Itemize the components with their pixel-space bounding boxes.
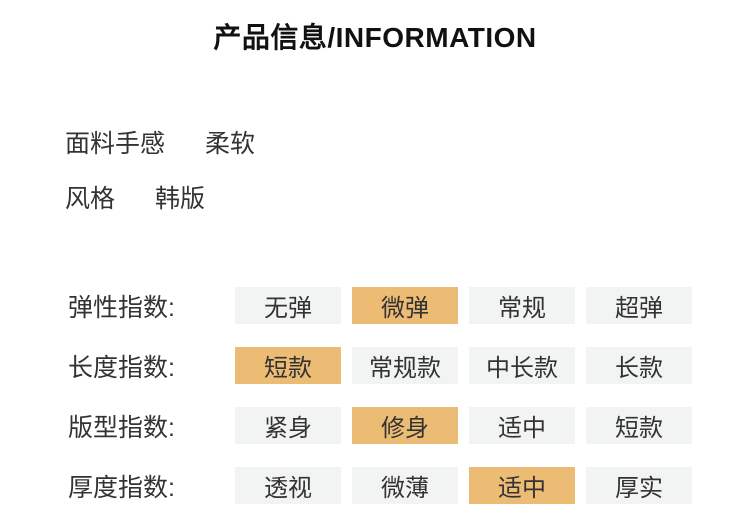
option-cell: 修身 (352, 407, 458, 444)
spec-row-length: 长度指数: 短款 常规款 中长款 长款 (68, 347, 692, 384)
info-line-fabric-feel: 面料手感 柔软 (65, 124, 255, 160)
option-cell: 常规款 (352, 347, 458, 384)
info-line-style: 风格 韩版 (65, 179, 205, 215)
spec-row-label: 厚度指数: (68, 473, 175, 502)
spec-row-label: 弹性指数: (68, 293, 175, 322)
option-cell: 超弹 (586, 287, 692, 324)
page-title: 产品信息/INFORMATION (213, 22, 537, 53)
option-cell: 紧身 (235, 407, 341, 444)
option-cell: 长款 (586, 347, 692, 384)
option-cell: 微弹 (352, 287, 458, 324)
option-cell: 无弹 (235, 287, 341, 324)
info-label-style: 风格 (65, 185, 116, 213)
option-cell: 适中 (469, 467, 575, 504)
option-cell: 微薄 (352, 467, 458, 504)
option-cell: 适中 (469, 407, 575, 444)
option-cell: 中长款 (469, 347, 575, 384)
spec-row-fit: 版型指数: 紧身 修身 适中 短款 (68, 407, 692, 444)
option-cell: 厚实 (586, 467, 692, 504)
spec-row-elasticity: 弹性指数: 无弹 微弹 常规 超弹 (68, 287, 692, 324)
option-cell: 短款 (586, 407, 692, 444)
info-label-fabric-feel: 面料手感 (65, 130, 166, 158)
spec-row-label: 版型指数: (68, 413, 175, 442)
spec-row-label: 长度指数: (68, 353, 175, 382)
info-value-style: 韩版 (154, 185, 205, 213)
option-cell: 常规 (469, 287, 575, 324)
option-cell: 透视 (235, 467, 341, 504)
info-value-fabric-feel: 柔软 (204, 130, 255, 158)
option-cell: 短款 (235, 347, 341, 384)
spec-row-thickness: 厚度指数: 透视 微薄 适中 厚实 (68, 467, 692, 504)
